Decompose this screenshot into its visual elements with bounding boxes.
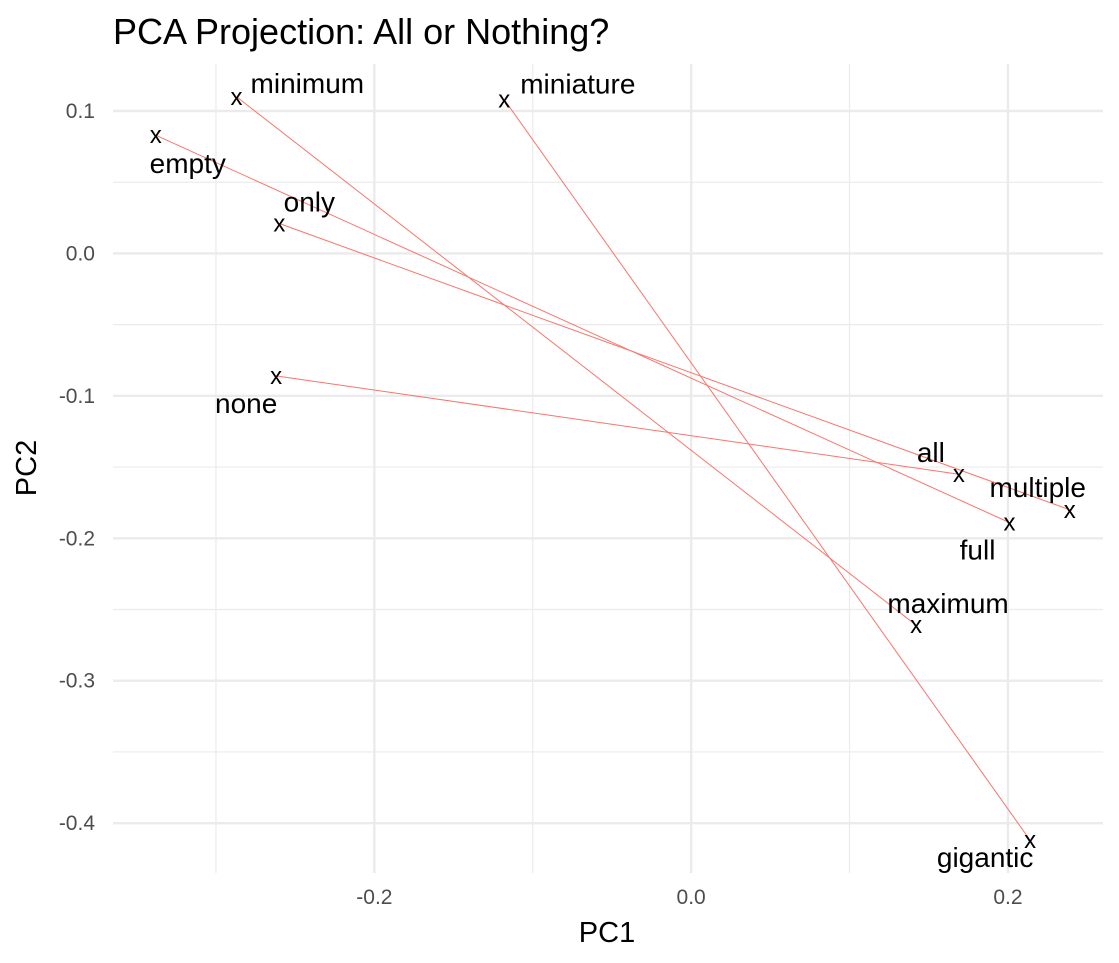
- x-tick-label: 0.2: [993, 886, 1022, 909]
- point-label-minimum: minimum: [251, 68, 365, 99]
- pair-lines-layer: [155, 96, 1070, 841]
- y-axis-title: PC2: [11, 440, 43, 496]
- y-tick-label: -0.4: [59, 812, 96, 835]
- pair-line-none-all: [276, 375, 959, 475]
- point-marker-all: x: [953, 461, 965, 488]
- point-label-none: none: [215, 388, 277, 419]
- pair-line-only-multiple: [279, 223, 1070, 511]
- point-label-only: only: [284, 187, 335, 218]
- y-tick-label: -0.3: [59, 670, 95, 693]
- point-label-miniature: miniature: [520, 69, 635, 100]
- chart-title: PCA Projection: All or Nothing?: [113, 11, 609, 52]
- pair-line-minimum-maximum: [236, 96, 917, 626]
- pair-line-empty-full: [155, 134, 1010, 524]
- point-marker-none: x: [270, 363, 282, 390]
- point-marker-only: x: [273, 211, 285, 238]
- y-tick-label: -0.1: [59, 385, 95, 408]
- point-label-multiple: multiple: [989, 472, 1085, 503]
- y-tick-label: 0.0: [66, 242, 95, 265]
- x-axis-title: PC1: [579, 917, 635, 949]
- point-marker-multiple: x: [1064, 497, 1076, 524]
- point-label-gigantic: gigantic: [937, 842, 1034, 873]
- point-label-empty: empty: [150, 148, 226, 179]
- tick-labels-layer: -0.2 0.0 0.2 0.1 0.0 -0.1 -0.2 -0.3 -0.4: [59, 100, 1023, 909]
- grid-layer: [113, 64, 1103, 873]
- x-tick-label: 0.0: [677, 886, 706, 909]
- point-marker-miniature: x: [498, 87, 510, 114]
- point-marker-minimum: x: [231, 84, 243, 111]
- point-label-all: all: [917, 437, 945, 468]
- y-tick-label: 0.1: [66, 100, 95, 123]
- point-marker-empty: x: [150, 122, 162, 149]
- points-layer: x x x x x x x x x x: [150, 84, 1076, 854]
- point-labels-layer: minimum miniature empty only none all multiple…: [150, 68, 1086, 873]
- pair-line-miniature-gigantic: [503, 99, 1031, 841]
- y-tick-label: -0.2: [59, 527, 95, 550]
- point-marker-maximum: x: [910, 612, 922, 639]
- point-label-full: full: [960, 535, 996, 566]
- point-marker-full: x: [1004, 510, 1016, 537]
- point-marker-gigantic: x: [1024, 827, 1036, 854]
- point-label-maximum: maximum: [887, 588, 1008, 619]
- x-tick-label: -0.2: [356, 886, 392, 909]
